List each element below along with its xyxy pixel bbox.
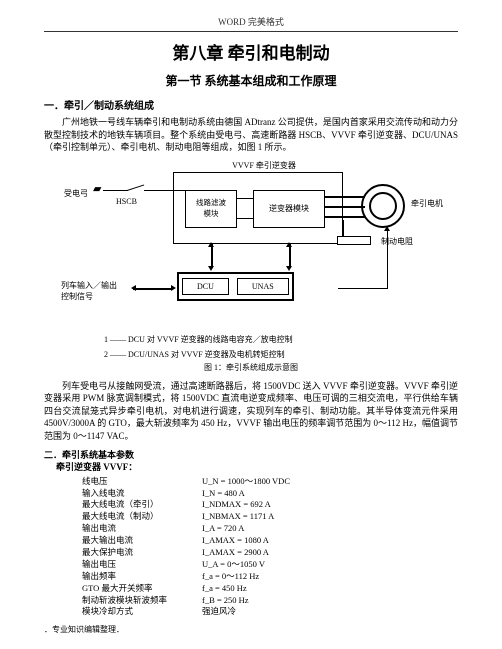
unas-box: UNAS bbox=[237, 278, 289, 295]
section-title: 第一节 系统基本组成和工作原理 bbox=[44, 73, 458, 90]
param-name: 最大线电流（牵引） bbox=[82, 499, 202, 511]
param-value: f_a = 0～112 Hz bbox=[202, 571, 259, 583]
param-name: 线电压 bbox=[82, 476, 202, 488]
params-table: 线电压U_N = 1000～1800 VDC输入线电流I_N = 480 A最大… bbox=[82, 476, 458, 619]
param-value: I_A = 720 A bbox=[202, 523, 244, 535]
param-value: U_N = 1000～1800 VDC bbox=[202, 476, 290, 488]
param-name: 输入线电流 bbox=[82, 488, 202, 500]
param-value: I_AMAX = 1080 A bbox=[202, 535, 269, 547]
legend-2: 2 —— DCU/UNAS 对 VVVF 逆变器及电机转矩控制 bbox=[104, 349, 458, 360]
param-row: 输出频率f_a = 0～112 Hz bbox=[82, 571, 458, 583]
param-name: 输出电压 bbox=[82, 559, 202, 571]
sec1-para: 广州地铁一号线车辆牵引和电制动系统由德国 ADtranz 公司提供，是国内首家采… bbox=[44, 116, 458, 154]
param-value: 强迫风冷 bbox=[202, 606, 236, 618]
pantograph-icon: ▰ bbox=[93, 182, 101, 197]
vvvf-subheading: 牵引逆变器 VVVF： bbox=[56, 461, 458, 474]
param-name: 最大保护电流 bbox=[82, 547, 202, 559]
param-row: 模块冷却方式强迫风冷 bbox=[82, 606, 458, 618]
param-row: 最大输出电流I_AMAX = 1080 A bbox=[82, 535, 458, 547]
page-header: WORD 完美格式 bbox=[44, 16, 458, 32]
param-name: 输出电流 bbox=[82, 523, 202, 535]
dcu-box: DCU bbox=[182, 278, 229, 295]
inverter-box: 逆变器模块 bbox=[253, 190, 325, 228]
system-diagram: 受电弓 ▰ HSCB VVVF 牵引逆变器 线路滤波 模块 逆变器模块 牵引电机… bbox=[61, 160, 441, 330]
sec2-heading: 二．牵引系统基本参数 bbox=[44, 449, 458, 462]
sec1-heading: 一．牵引／制动系统组成 bbox=[44, 100, 458, 114]
motor-label: 牵引电机 bbox=[407, 198, 447, 209]
filter-box: 线路滤波 模块 bbox=[185, 190, 237, 228]
param-row: 输出电流I_A = 720 A bbox=[82, 523, 458, 535]
param-value: f_B = 250 Hz bbox=[202, 595, 249, 607]
vvvf-label: VVVF 牵引逆变器 bbox=[209, 160, 319, 171]
figure-caption: 图 1：牵引系统组成示意图 bbox=[44, 362, 458, 373]
page-footer: ．专业知识编辑整理． bbox=[44, 624, 458, 635]
param-value: I_NDMAX = 692 A bbox=[202, 499, 271, 511]
param-name: 最大输出电流 bbox=[82, 535, 202, 547]
param-value: f_a = 450 Hz bbox=[202, 583, 247, 595]
param-value: I_N = 480 A bbox=[202, 488, 245, 500]
param-name: 输出频率 bbox=[82, 571, 202, 583]
dcu-unas-frame: DCU UNAS bbox=[177, 272, 294, 301]
resistor-label: 制动电阻 bbox=[377, 236, 417, 247]
param-row: 最大线电流（制动）I_NBMAX = 1171 A bbox=[82, 511, 458, 523]
param-row: 输出电压U_A = 0～1050 V bbox=[82, 559, 458, 571]
param-row: GTO 最大开关频率f_a = 450 Hz bbox=[82, 583, 458, 595]
train-io-label: 列车输入／输出 控制信号 bbox=[61, 280, 141, 302]
sec1-para2: 列车受电弓从接触网受流，通过高速断路器后，将 1500VDC 送入 VVVF 牵… bbox=[44, 380, 458, 443]
param-row: 线电压U_N = 1000～1800 VDC bbox=[82, 476, 458, 488]
chapter-title: 第八章 牵引和电制动 bbox=[44, 42, 458, 66]
param-name: 制动斩波模块斩波频率 bbox=[82, 595, 202, 607]
param-row: 最大线电流（牵引）I_NDMAX = 692 A bbox=[82, 499, 458, 511]
pantograph-label: 受电弓 bbox=[61, 188, 91, 199]
hscb-label: HSCB bbox=[116, 196, 137, 207]
param-name: 模块冷却方式 bbox=[82, 606, 202, 618]
param-name: GTO 最大开关频率 bbox=[82, 583, 202, 595]
param-row: 制动斩波模块斩波频率f_B = 250 Hz bbox=[82, 595, 458, 607]
param-row: 最大保护电流I_AMAX = 2900 A bbox=[82, 547, 458, 559]
param-name: 最大线电流（制动） bbox=[82, 511, 202, 523]
legend-1: 1 —— DCU 对 VVVF 逆变器的线路电容充／放电控制 bbox=[104, 334, 458, 345]
param-value: I_NBMAX = 1171 A bbox=[202, 511, 274, 523]
param-value: U_A = 0～1050 V bbox=[202, 559, 265, 571]
param-value: I_AMAX = 2900 A bbox=[202, 547, 269, 559]
param-row: 输入线电流I_N = 480 A bbox=[82, 488, 458, 500]
